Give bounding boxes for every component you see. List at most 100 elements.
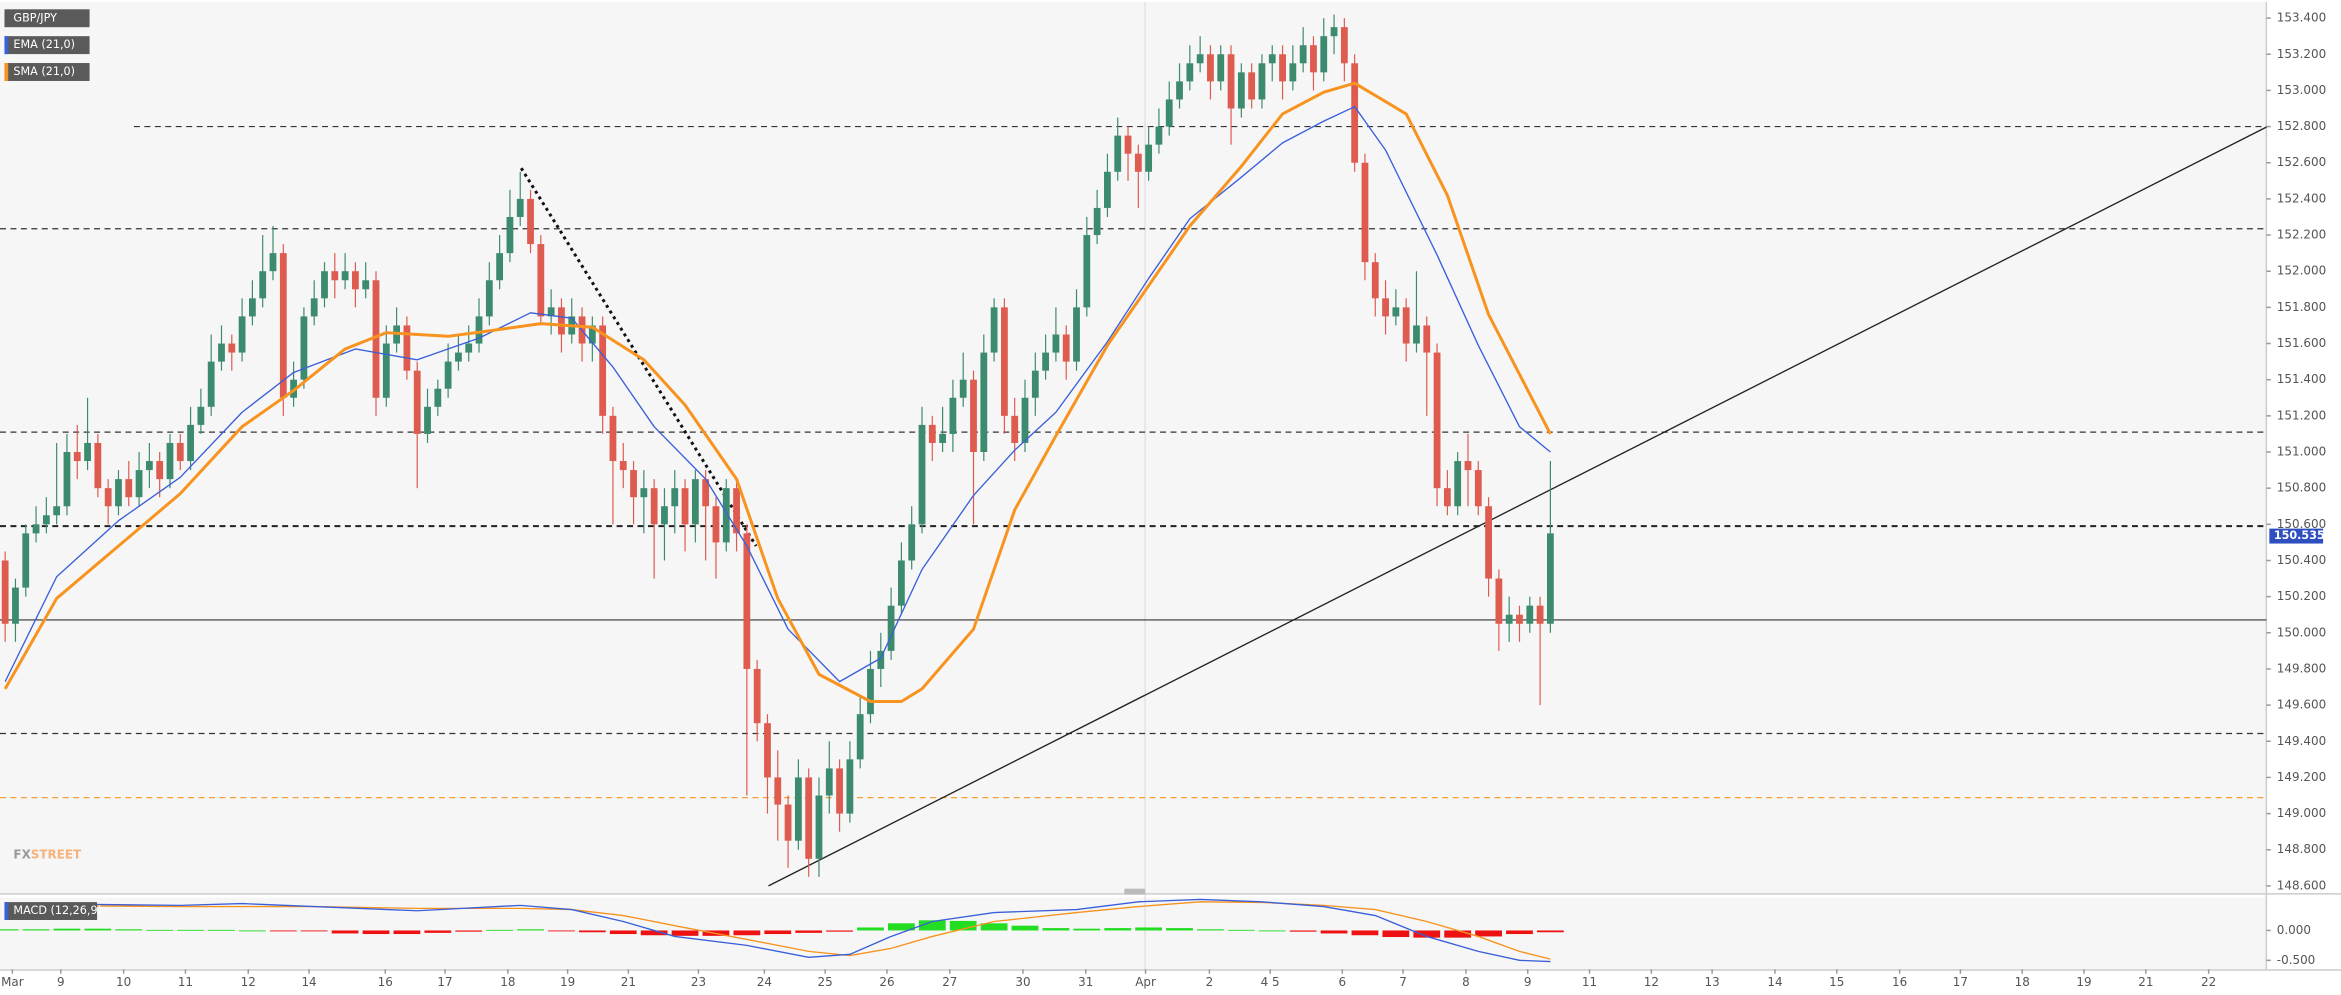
x-tick-label: 9 (1524, 975, 1532, 989)
y-tick-label: 149.600 (2277, 698, 2326, 712)
y-tick-label: 150.400 (2277, 553, 2326, 567)
candle-body (1330, 27, 1338, 37)
y-tick-label: 150.800 (2277, 481, 2326, 495)
candle-body (1371, 262, 1379, 299)
y-tick-label: 150.600 (2277, 517, 2326, 531)
candle-body (1083, 235, 1091, 308)
candle-body (867, 668, 874, 715)
macd-histogram-bar (1413, 930, 1441, 938)
candle-body (733, 488, 740, 534)
candle-body (1546, 533, 1554, 624)
candle-body (1474, 470, 1482, 507)
macd-histogram-bar (486, 929, 514, 931)
candle-body (1310, 45, 1317, 73)
legend-swatch (4, 902, 9, 921)
candle-body (1443, 488, 1451, 507)
candle-body (1279, 54, 1286, 82)
candle-body (1361, 162, 1369, 263)
candle-body (1, 560, 9, 624)
candle-body (794, 777, 802, 841)
x-tick-label: 16 (1892, 975, 1907, 989)
x-tick-label: 14 (1767, 975, 1782, 989)
macd-histogram-bar (84, 928, 112, 931)
candle-body (784, 804, 792, 841)
candle-body (1176, 81, 1183, 100)
candle-body (1268, 54, 1276, 64)
candle-body (1031, 370, 1039, 398)
candle-body (403, 325, 411, 371)
x-tick-label: 26 (879, 975, 894, 989)
macd-histogram-bar (1506, 930, 1533, 935)
candle-body (1495, 578, 1503, 624)
x-tick-label: 23 (691, 975, 706, 989)
resize-handle[interactable] (1124, 888, 1146, 895)
candle-body (300, 316, 308, 380)
y-tick-label: 152.600 (2277, 155, 2326, 169)
x-tick-label: 31 (1078, 975, 1093, 989)
candle-body (1299, 45, 1307, 64)
candle-body (135, 470, 143, 498)
candle-body (1093, 207, 1101, 236)
macd-histogram-bar (177, 929, 204, 931)
candle-body (1433, 352, 1441, 489)
macd-signal (5, 901, 1551, 960)
macd-line (5, 898, 1551, 963)
macd-histogram-bar (424, 930, 452, 933)
candle-body (372, 280, 380, 398)
macd-histogram-bar (1227, 929, 1255, 931)
x-tick-label: 10 (116, 975, 131, 989)
candle-body (815, 795, 823, 859)
macd-histogram-bar (53, 928, 81, 931)
candle-body (1392, 307, 1400, 317)
candle-body (887, 605, 895, 651)
candle-body (413, 370, 421, 434)
macd-histogram-bar (1197, 929, 1224, 931)
legend-box (4, 63, 90, 81)
candle-body (1464, 461, 1472, 471)
x-tick-label: 12 (241, 975, 256, 989)
macd-histogram-bar (115, 929, 143, 931)
candle-body (63, 452, 71, 507)
candle-body (1526, 605, 1534, 624)
candle-body (156, 461, 164, 480)
candle-body (166, 442, 174, 480)
y-tick-label: 151.600 (2277, 336, 2326, 350)
macd-histogram-bar (640, 930, 668, 936)
x-tick-label: 14 (301, 975, 316, 989)
candle-body (1237, 72, 1245, 109)
macd-histogram-bar (146, 929, 174, 931)
candle-body (990, 307, 998, 353)
macd-histogram-bar (331, 930, 359, 934)
candle-body (640, 488, 648, 498)
candle-body (619, 461, 627, 471)
x-tick-label: 19 (2076, 975, 2091, 989)
macd-histogram-bar (671, 930, 699, 936)
macd-histogram-bar (609, 930, 637, 935)
candle-body (661, 506, 668, 525)
y-tick-label: 149.000 (2277, 806, 2326, 820)
macd-histogram-bar (857, 927, 884, 931)
candle-body (310, 298, 318, 317)
candle-body (702, 479, 710, 507)
x-tick-label: 8 (1462, 975, 1470, 989)
candle-body (1413, 325, 1420, 344)
candle-body (259, 271, 267, 299)
x-tick-label: 19 (560, 975, 575, 989)
macd-histogram-bar (22, 929, 50, 931)
macd-histogram-bar (578, 930, 606, 933)
macd-histogram-bar (1104, 928, 1132, 931)
candle-body (496, 253, 504, 281)
y-tick-label: 150.000 (2277, 625, 2326, 639)
candle-body (1227, 54, 1235, 109)
y-tick-label: 153.200 (2277, 47, 2326, 61)
candle-body (341, 271, 349, 281)
macd-histogram-bar (764, 930, 792, 935)
macd-histogram-bar (238, 930, 266, 932)
macd-histogram-bar (1444, 930, 1472, 938)
y-tick-label: 151.000 (2277, 445, 2326, 459)
last-price-box (2269, 528, 2324, 544)
candle-body (115, 479, 122, 507)
candle-body (980, 352, 988, 453)
macd-histogram-bar (1351, 930, 1379, 936)
